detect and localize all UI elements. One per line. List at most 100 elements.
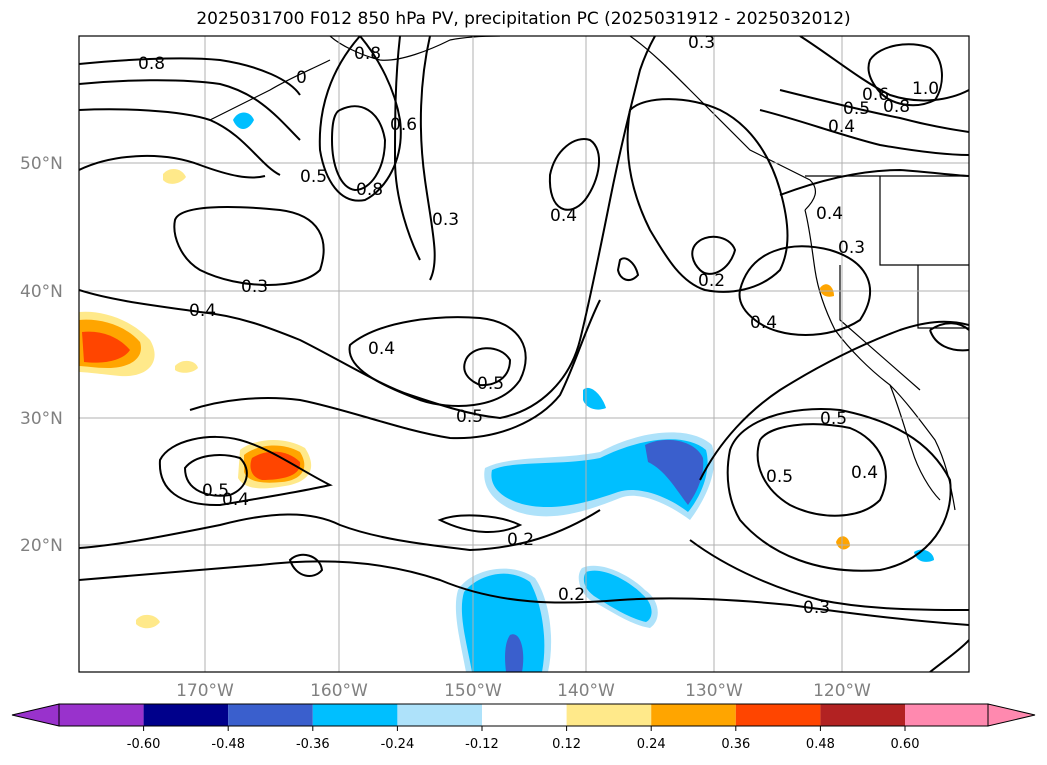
colorbar-tick-label: 0.48 — [806, 737, 835, 752]
lat-label-30n: 30°N — [20, 409, 63, 429]
negative-anomaly-southeast-core — [583, 570, 652, 622]
precip-shading — [79, 112, 934, 672]
contour-label: 0.5 — [843, 99, 870, 119]
contour-label: 0.8 — [138, 54, 165, 74]
contour-north-loop-1 — [318, 36, 402, 202]
colorbar-tick-label: 0.36 — [721, 737, 750, 752]
colorbar-bin — [482, 704, 567, 726]
contour-0.5-sw-loop — [183, 454, 248, 497]
contour-0.5-ne-band — [759, 109, 969, 156]
contour-0.4-n-mid — [548, 138, 601, 211]
lat-label-40n: 40°N — [20, 282, 63, 302]
contour-0.3-north — [419, 36, 436, 281]
contour-label: 0.5 — [300, 167, 327, 187]
colorbar-tick-label: -0.60 — [127, 737, 161, 752]
contour-0.2-ne — [691, 235, 737, 275]
lon-label-160w: 160°W — [310, 681, 368, 701]
contour-label: 0.2 — [698, 271, 725, 291]
contour-label: 0.3 — [432, 210, 459, 230]
contour-label: 0.6 — [390, 115, 417, 135]
colorbar-bin — [312, 704, 398, 726]
contour-0.5-mid-loop — [463, 347, 512, 387]
contour-0.4-nw-east — [626, 98, 789, 293]
contour-0.3-mid-west — [173, 206, 325, 286]
contour-0.4-mid — [79, 36, 656, 420]
contour-label: 0.4 — [828, 117, 855, 137]
contour-south-west-loop — [158, 436, 333, 507]
positive-anomaly-central-max — [250, 451, 301, 480]
contour-label: 0.3 — [803, 598, 830, 618]
contour-label: 0.5 — [820, 409, 847, 429]
state-line-3 — [917, 265, 969, 329]
contour-0.6-north — [393, 36, 421, 261]
contour-0.5-north-west — [79, 108, 281, 176]
colorbar-tick-label: -0.36 — [296, 737, 330, 752]
contour-0.4-ne-loop — [738, 245, 871, 336]
contour-1.0-ne — [867, 43, 943, 107]
contour-label: 0.3 — [838, 238, 865, 258]
contour-label: 0.8 — [356, 180, 383, 200]
contour-label: 0.5 — [477, 374, 504, 394]
negative-anomaly-east-max — [645, 439, 704, 505]
contour-0.4-north-west — [79, 154, 266, 179]
contour-label: 0.4 — [851, 463, 878, 483]
contour-0.8-north-west — [79, 57, 301, 96]
contour-label: 0.4 — [750, 313, 777, 333]
contour-label: 0.8 — [354, 44, 381, 64]
contour-east-loop-2 — [756, 423, 887, 517]
negative-anomaly-south-core — [461, 573, 545, 672]
lon-label-140w: 140°W — [557, 681, 615, 701]
colorbar-under-triangle — [11, 703, 60, 727]
lat-label-50n: 50°N — [20, 154, 63, 174]
contour-0.3-ne-small — [616, 257, 640, 282]
coastlines — [209, 36, 969, 511]
contour-label: 0.4 — [550, 206, 577, 226]
positive-anomaly-small-3 — [136, 614, 160, 629]
contour-0.5-east — [699, 320, 969, 481]
contour-label: 0 — [296, 68, 307, 88]
colorbar-bin — [651, 704, 736, 726]
contour-0.8-ne — [799, 36, 969, 102]
contour-0.4-ne-band — [779, 168, 969, 196]
contour-0.4-east-loop — [726, 408, 952, 572]
contour-label: 0.4 — [368, 339, 395, 359]
colorbar: -0.60 -0.48 -0.36 -0.24 -0.12 0.12 0.24 … — [11, 703, 1036, 752]
state-line-2 — [839, 265, 921, 391]
contour-label: 1.0 — [912, 79, 939, 99]
graticule — [79, 36, 969, 672]
negative-anomaly-south-max — [505, 634, 524, 672]
colorbar-bin — [566, 704, 652, 726]
contour-label: 0.5 — [766, 467, 793, 487]
positive-anomaly-small-5 — [836, 536, 850, 550]
contour-label: 0.4 — [816, 204, 843, 224]
contour-label: 0.8 — [883, 97, 910, 117]
contour-0.3-southeast — [689, 539, 969, 611]
negative-anomaly-small-1 — [583, 387, 606, 410]
map-title: 2025031700 F012 850 hPa PV, precipitatio… — [196, 9, 851, 29]
contour-label: 0.2 — [558, 585, 585, 605]
contour-label: 0.5 — [202, 481, 229, 501]
colorbar-bin — [735, 704, 821, 726]
contour-label: 0.6 — [862, 85, 889, 105]
contour-0.2-mid-loop — [437, 514, 523, 533]
contour-0.5-mid — [189, 299, 601, 440]
lat-labels: 50°N 40°N 30°N 20°N — [20, 154, 63, 556]
negative-anomaly-small-2 — [233, 112, 254, 129]
colorbar-bin — [143, 704, 229, 726]
colorbar-bin — [228, 704, 313, 726]
contour-label: 0.3 — [688, 33, 715, 53]
lon-label-130w: 130°W — [685, 681, 743, 701]
baja — [889, 384, 941, 501]
colorbar-bin — [397, 704, 482, 726]
canada-coast — [629, 36, 817, 211]
pv-contours — [79, 36, 969, 672]
colorbar-bin — [59, 704, 144, 726]
colorbar-frame — [58, 703, 989, 727]
colorbar-bin — [820, 704, 905, 726]
colorbar-tick-label: 0.24 — [637, 737, 666, 752]
contour-se-edge — [929, 639, 969, 672]
contour-0.3-sw — [288, 553, 324, 577]
contour-0.2-southwest-2 — [79, 560, 969, 626]
contour-0.6-ne-band — [779, 89, 969, 133]
